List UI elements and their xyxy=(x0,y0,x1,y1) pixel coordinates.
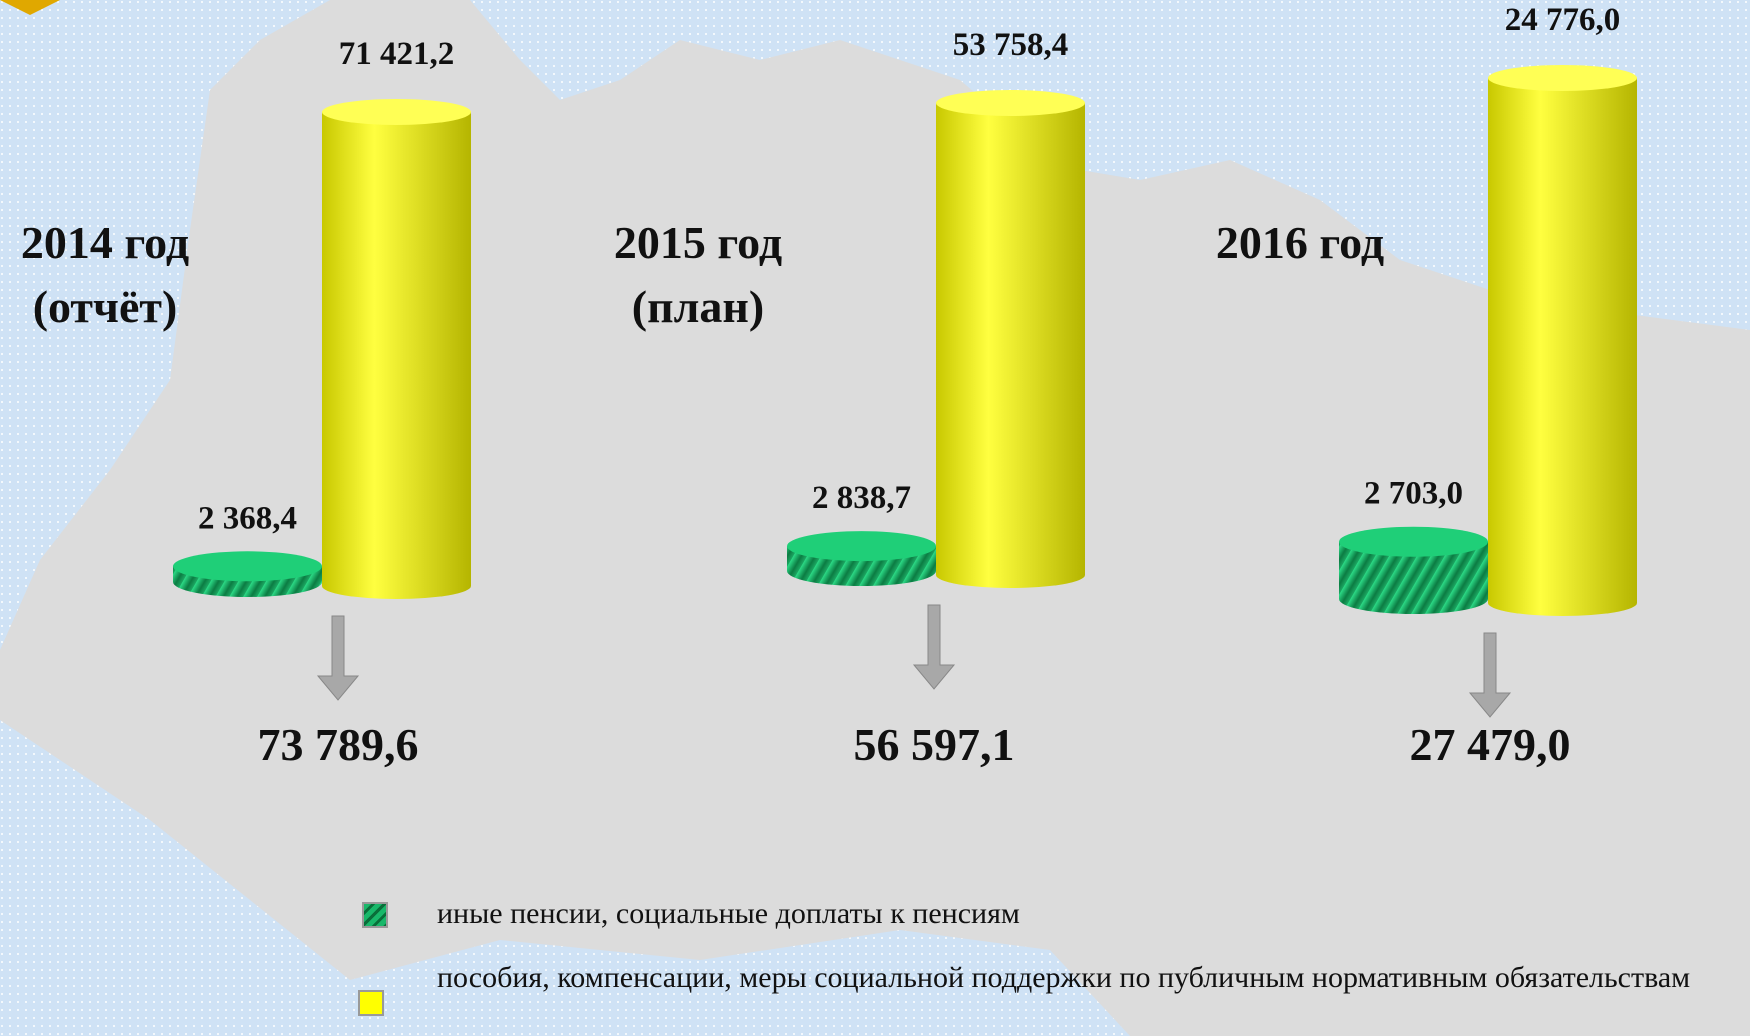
legend-swatch xyxy=(358,990,384,1016)
legend-text: иные пенсии, социальные доплаты к пенсия… xyxy=(437,897,1020,930)
total-label: 56 597,1 xyxy=(854,719,1015,770)
legend-text: пособия, компенсации, меры социальной по… xyxy=(437,961,1691,994)
total-label: 73 789,6 xyxy=(258,719,419,770)
cylinder-top xyxy=(1339,526,1488,557)
cylinder-top xyxy=(173,551,322,582)
cylinder-top xyxy=(1488,65,1637,91)
down-arrow xyxy=(912,604,956,690)
cylinder-top xyxy=(787,531,936,562)
cylinder-body xyxy=(322,112,471,586)
down-arrow xyxy=(316,615,360,701)
chart-title: 2015 год xyxy=(614,217,782,268)
chart-subtitle: (отчёт) xyxy=(33,281,178,332)
value-label: 53 758,4 xyxy=(953,27,1069,63)
chart-title: 2014 год xyxy=(21,217,189,268)
value-label: 24 776,0 xyxy=(1505,2,1621,38)
logo-corner xyxy=(0,0,60,15)
cylinder-top xyxy=(322,99,471,125)
down-arrow xyxy=(1468,632,1512,718)
cylinder-top xyxy=(936,90,1085,116)
legend-swatch xyxy=(362,902,388,928)
cylinder-body xyxy=(1488,78,1637,603)
chart-title: 2016 год xyxy=(1216,217,1384,268)
value-label: 2 368,4 xyxy=(198,500,297,536)
total-label: 27 479,0 xyxy=(1410,719,1571,770)
value-label: 71 421,2 xyxy=(339,36,455,72)
chart-subtitle: (план) xyxy=(632,281,764,332)
cylinder-body xyxy=(936,103,1085,575)
value-label: 2 703,0 xyxy=(1364,476,1463,512)
value-label: 2 838,7 xyxy=(812,480,911,516)
